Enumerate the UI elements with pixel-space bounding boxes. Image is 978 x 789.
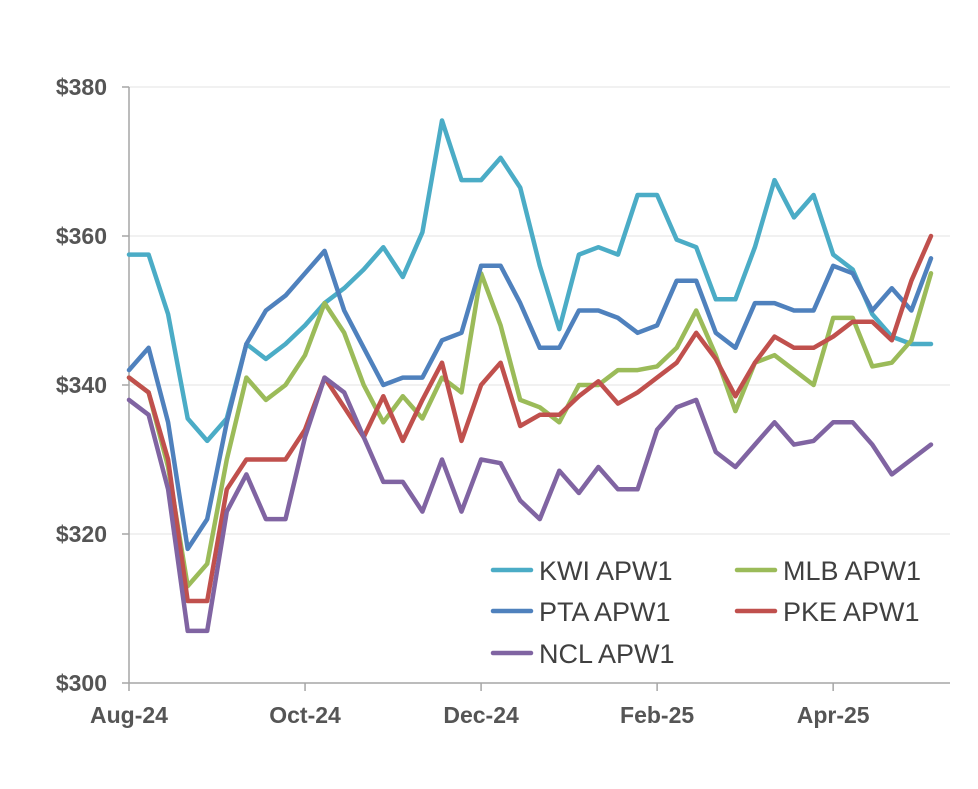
y-tick-label: $380: [56, 74, 107, 100]
x-tick-label: Dec-24: [443, 702, 519, 728]
y-tick-label: $360: [56, 223, 107, 249]
series-lines: [126, 118, 934, 634]
legend: KWI APW1 MLB APW1 PTA APW1 PKE APW1 NCL APW1: [490, 556, 921, 669]
x-tick-label: Feb-25: [620, 702, 694, 728]
series-line-mlb-apw1: [126, 271, 934, 589]
y-tick-label: $320: [56, 521, 107, 547]
gridlines: [129, 86, 950, 535]
series-line-kwi-apw1: [126, 118, 934, 444]
x-tick-label: Apr-25: [797, 702, 870, 728]
axes: $300 $320 $340 $360 $380 Aug-24 Oct-24 Dec-24 Fe…: [56, 74, 950, 728]
x-tick-label: Aug-24: [90, 702, 168, 728]
y-tick-label: $340: [56, 372, 107, 398]
x-tick-label: Oct-24: [269, 702, 341, 728]
legend-label: NCL APW1: [539, 639, 675, 669]
legend-label: MLB APW1: [783, 556, 921, 586]
legend-label: KWI APW1: [539, 556, 673, 586]
y-tick-label: $300: [56, 670, 107, 696]
series-line-ncl-apw1: [126, 375, 934, 634]
legend-label: PTA APW1: [539, 597, 671, 627]
series-line-pke-apw1: [126, 233, 934, 604]
legend-label: PKE APW1: [783, 597, 920, 627]
series-line-pta-apw1: [126, 248, 934, 552]
